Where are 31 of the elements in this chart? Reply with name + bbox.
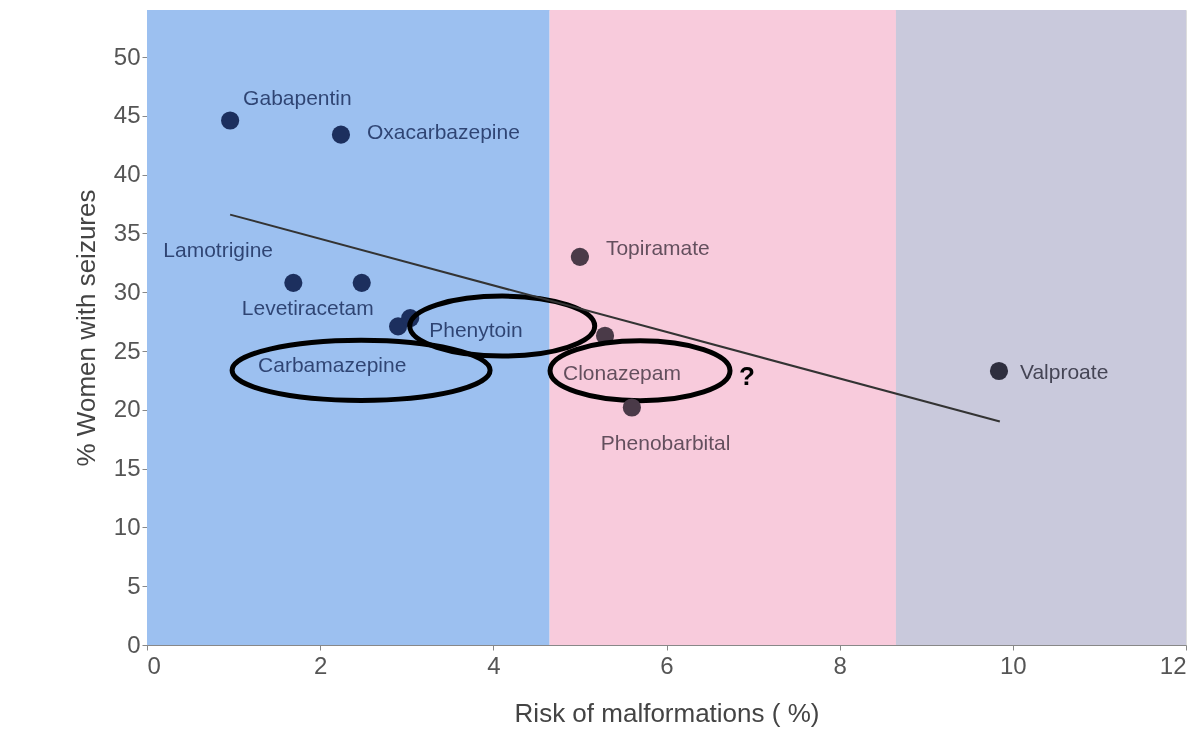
x-tick-label: 10 <box>999 651 1027 679</box>
x-axis-title: Risk of malformations ( %) <box>514 697 820 728</box>
series-label: Carbamazepine <box>258 353 407 377</box>
series-label: Clonazepam <box>563 360 681 384</box>
annotation: ? <box>739 360 755 391</box>
series-label: Topiramate <box>605 235 710 259</box>
x-tick-label: 8 <box>833 651 847 679</box>
y-tick-label: 25 <box>113 336 141 364</box>
x-tick-label: 12 <box>1159 651 1187 679</box>
y-tick-label: 10 <box>113 512 141 540</box>
series-label: Gabapentin <box>243 85 352 109</box>
series-label: Lamotrigine <box>163 237 274 261</box>
x-tick-label: 6 <box>660 651 674 679</box>
x-tick-label: 2 <box>313 651 328 679</box>
y-axis-title: % Women with seizures <box>70 189 101 467</box>
x-tick-label: 0 <box>147 651 161 679</box>
series-label: Phenobarbital <box>600 431 731 455</box>
y-tick-label: 45 <box>113 101 141 129</box>
y-tick-label: 30 <box>113 277 141 305</box>
series-label: Valproate <box>1019 360 1109 384</box>
series-label: Phenytoin <box>429 318 523 342</box>
series-label: Levetiracetam <box>241 295 374 319</box>
y-tick-label: 35 <box>113 218 141 246</box>
y-tick-label: 15 <box>113 454 141 482</box>
y-tick-label: 50 <box>113 42 141 70</box>
series-label: Oxacarbazepine <box>366 119 520 143</box>
y-tick-label: 40 <box>113 160 141 188</box>
x-tick-label: 4 <box>487 651 501 679</box>
y-tick-label: 0 <box>127 630 141 658</box>
y-tick-label: 5 <box>127 571 141 599</box>
y-tick-label: 20 <box>113 395 141 423</box>
